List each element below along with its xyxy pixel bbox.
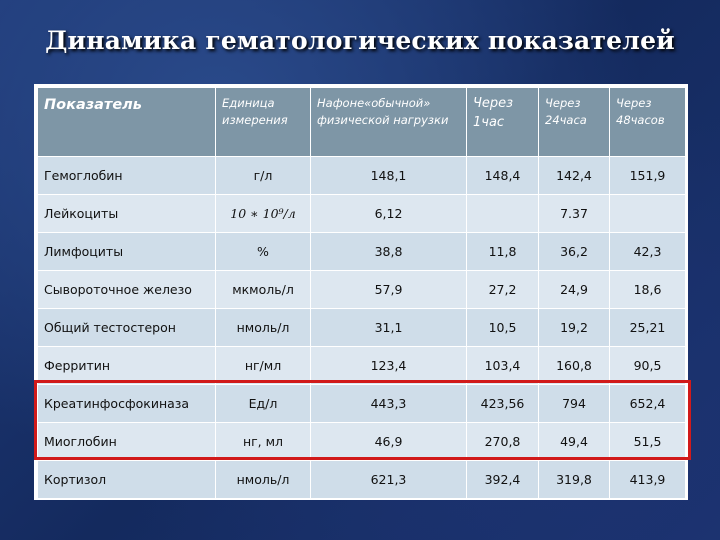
cell-after-24h: 7.37 [538, 194, 610, 233]
cell-after-24h: 19,2 [538, 308, 610, 347]
slide-title: Динамика гематологических показателей [45, 26, 675, 55]
cell-indicator: Гемоглобин [37, 156, 216, 195]
cell-after-1h: 11,8 [466, 232, 539, 271]
cell-indicator: Лейкоциты [37, 194, 216, 233]
header-indicator: Показатель [37, 87, 216, 157]
cell-indicator: Ферритин [37, 346, 216, 385]
cell-unit: нмоль/л [215, 308, 311, 347]
cell-after-24h: 24,9 [538, 270, 610, 309]
cell-after-1h [466, 194, 539, 233]
cell-baseline: 46,9 [310, 422, 467, 461]
table-row: Гемоглобин г/л 148,1 148,4 142,4 151,9 [37, 156, 686, 195]
table-row: Миоглобин нг, мл 46,9 270,8 49,4 51,5 [37, 422, 686, 461]
cell-after-1h: 103,4 [466, 346, 539, 385]
cell-baseline: 6,12 [310, 194, 467, 233]
cell-baseline: 57,9 [310, 270, 467, 309]
cell-after-48h: 42,3 [609, 232, 686, 271]
cell-after-1h: 392,4 [466, 460, 539, 499]
header-unit: Единица измерения [215, 87, 311, 157]
cell-baseline: 38,8 [310, 232, 467, 271]
cell-baseline: 443,3 [310, 384, 467, 423]
cell-unit: г/л [215, 156, 311, 195]
table-row: Ферритин нг/мл 123,4 103,4 160,8 90,5 [37, 346, 686, 385]
hematology-table-container: Показатель Единица измерения Нафоне«обыч… [34, 84, 688, 500]
table-row: Кортизол нмоль/л 621,3 392,4 319,8 413,9 [37, 460, 686, 499]
cell-indicator: Миоглобин [37, 422, 216, 461]
table-header-row: Показатель Единица измерения Нафоне«обыч… [37, 87, 686, 157]
hematology-table: Показатель Единица измерения Нафоне«обыч… [37, 87, 686, 499]
cell-baseline: 31,1 [310, 308, 467, 347]
cell-baseline: 123,4 [310, 346, 467, 385]
cell-baseline: 148,1 [310, 156, 467, 195]
cell-indicator: Кортизол [37, 460, 216, 499]
cell-unit: мкмоль/л [215, 270, 311, 309]
cell-unit: % [215, 232, 311, 271]
header-after-24h: Через 24часа [538, 87, 610, 157]
table-row: Общий тестостерон нмоль/л 31,1 10,5 19,2… [37, 308, 686, 347]
header-after-48h: Через 48часов [609, 87, 686, 157]
cell-unit: нг/мл [215, 346, 311, 385]
cell-after-24h: 36,2 [538, 232, 610, 271]
cell-after-1h: 423,56 [466, 384, 539, 423]
table-row: Креатинфосфокиназа Ед/л 443,3 423,56 794… [37, 384, 686, 423]
cell-indicator: Креатинфосфокиназа [37, 384, 216, 423]
cell-unit: нг, мл [215, 422, 311, 461]
header-baseline: Нафоне«обычной» физической нагрузки [310, 87, 467, 157]
cell-after-1h: 27,2 [466, 270, 539, 309]
cell-indicator: Общий тестостерон [37, 308, 216, 347]
table-row: Лимфоциты % 38,8 11,8 36,2 42,3 [37, 232, 686, 271]
header-after-1h: Через 1час [466, 87, 539, 157]
cell-after-24h: 794 [538, 384, 610, 423]
cell-after-48h: 51,5 [609, 422, 686, 461]
cell-after-48h: 25,21 [609, 308, 686, 347]
cell-baseline: 621,3 [310, 460, 467, 499]
cell-after-48h: 413,9 [609, 460, 686, 499]
cell-indicator: Лимфоциты [37, 232, 216, 271]
table-row: Сывороточное железо мкмоль/л 57,9 27,2 2… [37, 270, 686, 309]
cell-after-48h: 18,6 [609, 270, 686, 309]
cell-after-24h: 49,4 [538, 422, 610, 461]
cell-after-1h: 148,4 [466, 156, 539, 195]
cell-after-48h: 652,4 [609, 384, 686, 423]
cell-after-24h: 160,8 [538, 346, 610, 385]
cell-after-24h: 142,4 [538, 156, 610, 195]
cell-after-48h: 151,9 [609, 156, 686, 195]
cell-after-48h: 90,5 [609, 346, 686, 385]
table-row: Лейкоциты 10 ∗ 10⁹/л 6,12 7.37 [37, 194, 686, 233]
cell-after-24h: 319,8 [538, 460, 610, 499]
cell-after-48h [609, 194, 686, 233]
cell-indicator: Сывороточное железо [37, 270, 216, 309]
cell-after-1h: 270,8 [466, 422, 539, 461]
cell-after-1h: 10,5 [466, 308, 539, 347]
cell-unit: Ед/л [215, 384, 311, 423]
cell-unit: нмоль/л [215, 460, 311, 499]
cell-unit: 10 ∗ 10⁹/л [215, 194, 311, 233]
